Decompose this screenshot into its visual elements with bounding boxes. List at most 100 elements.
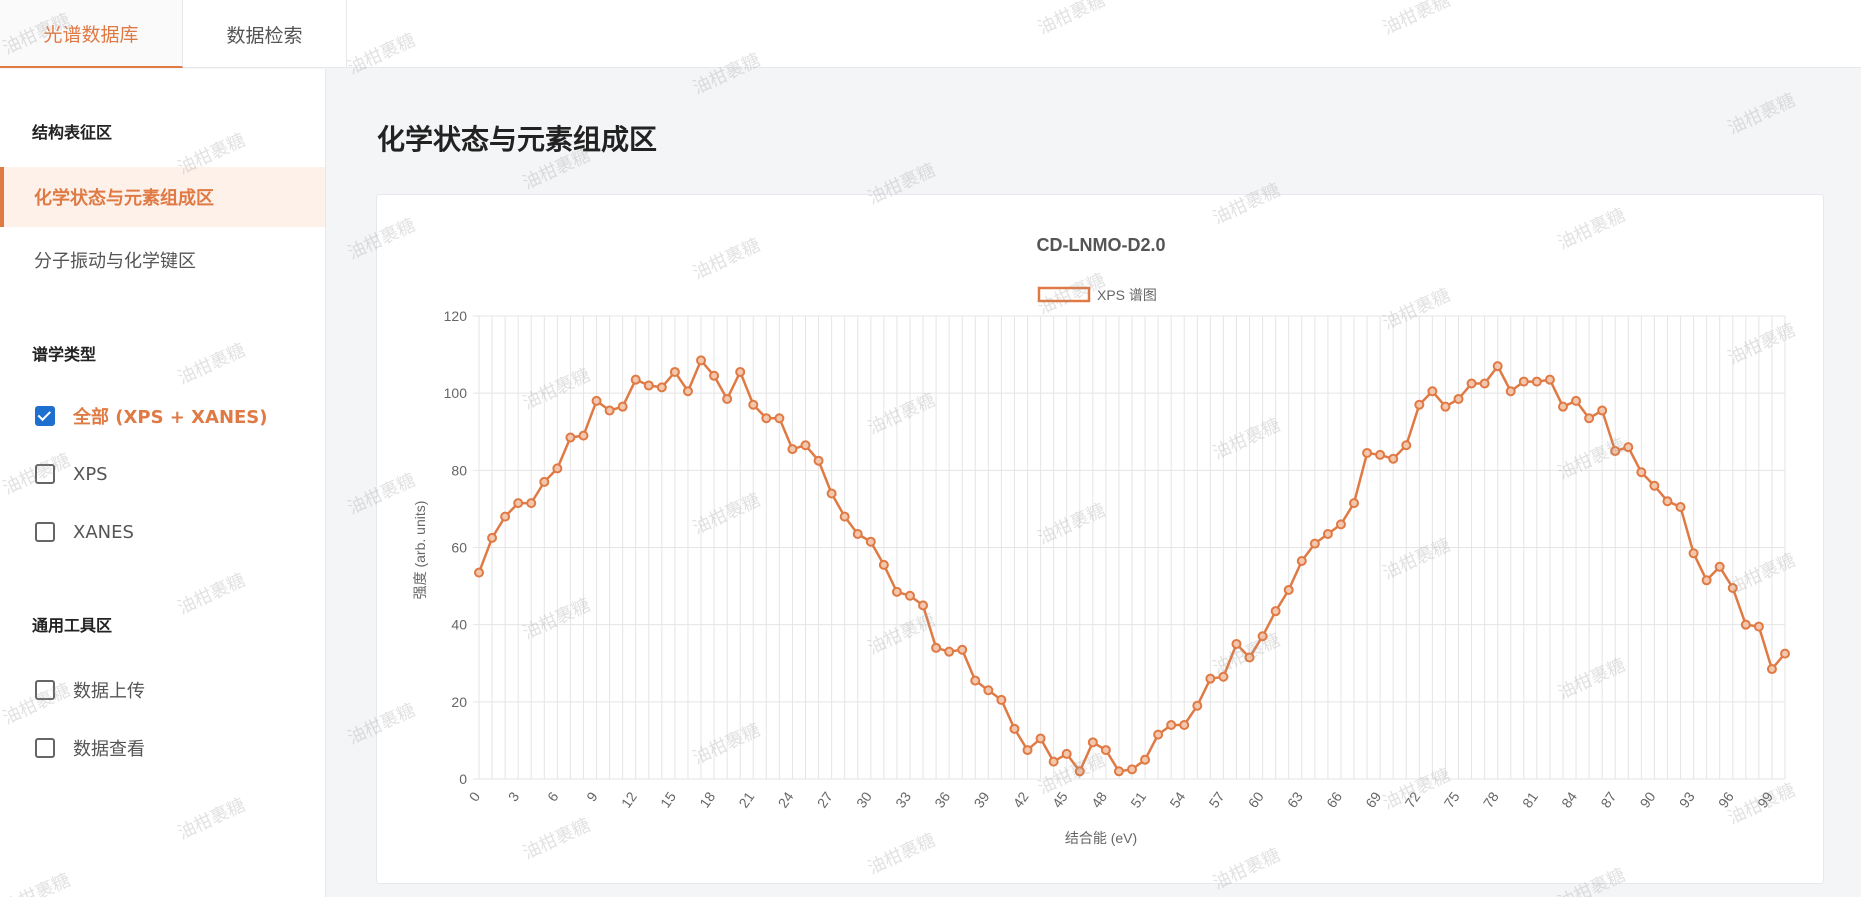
checkbox-row-xps[interactable]: XPS xyxy=(35,459,108,489)
x-tick-label: 69 xyxy=(1362,789,1384,811)
data-point xyxy=(904,590,915,601)
checkbox-xps[interactable] xyxy=(35,464,55,484)
data-point xyxy=(1662,496,1673,507)
checkbox-all[interactable] xyxy=(35,406,55,426)
data-point xyxy=(1740,619,1751,630)
y-tick-label: 40 xyxy=(451,617,467,633)
data-point xyxy=(1283,584,1294,595)
data-point xyxy=(696,355,707,366)
checkbox-view[interactable] xyxy=(35,738,55,758)
data-point xyxy=(957,644,968,655)
data-point xyxy=(1022,745,1033,756)
data-point xyxy=(1166,719,1177,730)
data-point xyxy=(487,532,498,543)
data-point xyxy=(1349,498,1360,509)
x-tick-label: 51 xyxy=(1127,789,1149,811)
data-point xyxy=(970,675,981,686)
data-point xyxy=(878,559,889,570)
data-point xyxy=(617,401,628,412)
data-point xyxy=(1701,575,1712,586)
data-point xyxy=(1257,631,1268,642)
data-point xyxy=(839,511,850,522)
y-tick-label: 100 xyxy=(444,385,468,401)
checkbox-xanes[interactable] xyxy=(35,522,55,542)
data-point xyxy=(1675,501,1686,512)
data-point xyxy=(565,432,576,443)
data-point xyxy=(1492,361,1503,372)
x-tick-label: 81 xyxy=(1519,789,1541,811)
data-point xyxy=(1362,447,1373,458)
checkbox-upload[interactable] xyxy=(35,680,55,700)
data-point xyxy=(1153,729,1164,740)
data-point xyxy=(1466,378,1477,389)
data-point xyxy=(1584,413,1595,424)
data-point xyxy=(1309,538,1320,549)
checkbox-label-all: 全部 (XPS + XANES) xyxy=(73,407,268,428)
y-tick-label: 60 xyxy=(451,540,467,556)
data-point xyxy=(944,646,955,657)
chart-legend[interactable]: XPS 谱图 xyxy=(1037,286,1157,303)
y-axis-label: 强度 (arb. units) xyxy=(412,501,428,600)
x-tick-label: 66 xyxy=(1323,789,1345,811)
x-tick-label: 99 xyxy=(1754,789,1776,811)
data-point xyxy=(918,600,929,611)
data-point xyxy=(826,488,837,499)
data-point xyxy=(1270,606,1281,617)
data-point xyxy=(591,395,602,406)
checkbox-row-view[interactable]: 数据查看 xyxy=(35,733,145,763)
checkbox-label-xanes: XANES xyxy=(73,521,134,543)
x-tick-label: 6 xyxy=(544,789,562,805)
data-point xyxy=(1649,480,1660,491)
data-point xyxy=(1571,395,1582,406)
data-point xyxy=(539,476,550,487)
data-point xyxy=(865,536,876,547)
data-point xyxy=(709,370,720,381)
nav-item-molecular-vibration[interactable]: 分子振动与化学键区 xyxy=(34,251,196,272)
data-point xyxy=(931,642,942,653)
data-point xyxy=(1414,399,1425,410)
top-nav-bar: 光谱数据库 数据检索 xyxy=(0,0,1861,68)
data-point xyxy=(800,440,811,451)
data-point xyxy=(1127,764,1137,775)
data-point xyxy=(813,455,824,466)
data-point xyxy=(787,444,798,455)
x-tick-label: 21 xyxy=(735,789,757,811)
data-point xyxy=(1061,748,1072,759)
x-tick-label: 30 xyxy=(853,789,875,811)
nav-item-chemical-state[interactable]: 化学状态与元素组成区 xyxy=(0,167,325,227)
x-tick-label: 48 xyxy=(1088,789,1110,811)
page-title: 化学状态与元素组成区 xyxy=(377,123,658,156)
x-tick-label: 75 xyxy=(1441,789,1463,811)
tab-spectral-database[interactable]: 光谱数据库 xyxy=(0,0,183,68)
checkbox-row-all[interactable]: 全部 (XPS + XANES) xyxy=(35,401,268,431)
data-point xyxy=(1479,378,1490,389)
data-point xyxy=(500,511,511,522)
checkbox-label-view: 数据查看 xyxy=(73,739,145,760)
x-tick-label: 27 xyxy=(814,789,836,811)
data-point xyxy=(474,567,484,578)
data-point xyxy=(604,405,615,416)
data-point xyxy=(630,374,641,385)
data-point xyxy=(1531,376,1542,387)
data-point xyxy=(748,399,759,410)
data-point xyxy=(1766,664,1777,675)
section-title-tools: 通用工具区 xyxy=(32,616,113,635)
data-point xyxy=(1453,393,1464,404)
watermark-text: 油柑裹糖 xyxy=(1724,89,1799,140)
y-tick-label: 120 xyxy=(444,308,468,324)
data-point xyxy=(682,386,693,397)
x-axis-label: 结合能 (eV) xyxy=(1065,830,1137,846)
checkbox-row-upload[interactable]: 数据上传 xyxy=(35,675,145,705)
data-point xyxy=(669,366,680,377)
data-point xyxy=(1780,648,1790,659)
legend-swatch xyxy=(1037,286,1091,303)
checkbox-row-xanes[interactable]: XANES xyxy=(35,517,134,547)
data-point xyxy=(1753,621,1764,632)
chart-series xyxy=(474,355,1790,777)
legend-label: XPS 谱图 xyxy=(1097,287,1157,303)
x-tick-label: 45 xyxy=(1049,789,1071,811)
data-point xyxy=(761,413,772,424)
data-point xyxy=(1636,467,1647,478)
tab-data-search[interactable]: 数据检索 xyxy=(183,0,347,68)
x-tick-label: 15 xyxy=(657,789,679,811)
